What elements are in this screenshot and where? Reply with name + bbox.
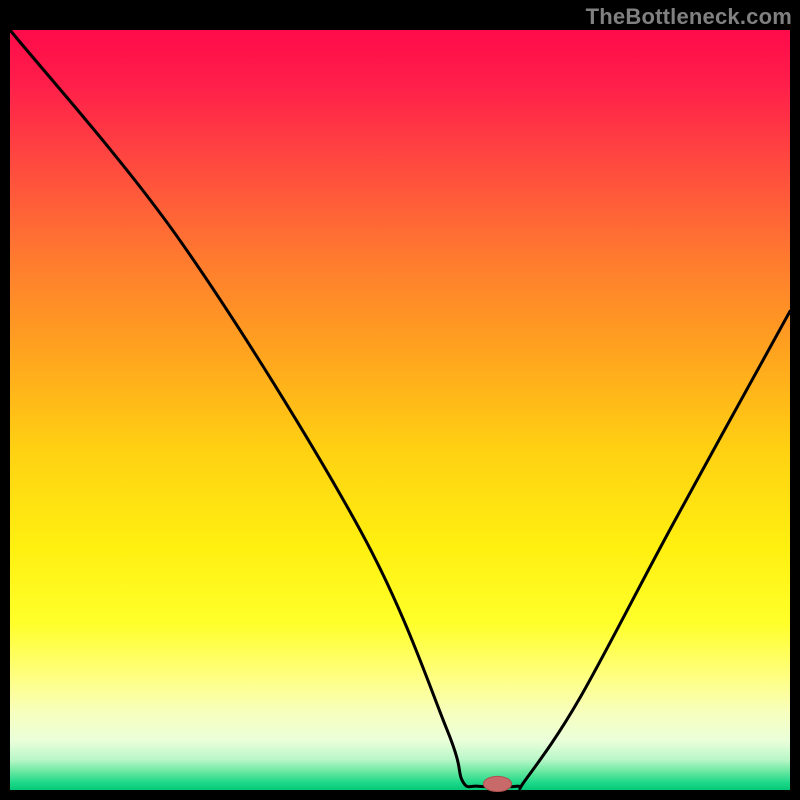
watermark-text: TheBottleneck.com	[586, 0, 800, 30]
chart-gradient-background	[10, 30, 790, 790]
chart-stage: TheBottleneck.com	[0, 0, 800, 800]
bottleneck-chart	[0, 0, 800, 800]
sweet-spot-marker	[483, 776, 511, 791]
